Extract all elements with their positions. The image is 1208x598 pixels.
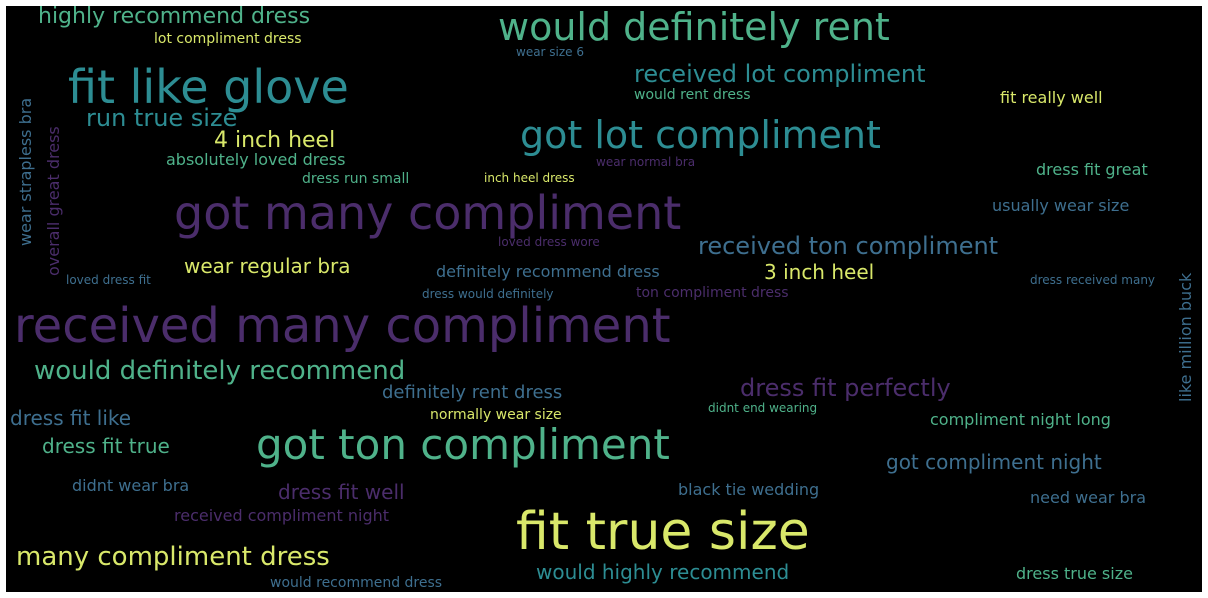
- word-cloud-term: lot compliment dress: [154, 31, 302, 47]
- word-cloud-term: dress fit like: [10, 406, 132, 430]
- word-cloud-term: dress fit perfectly: [740, 374, 951, 402]
- word-cloud-term: usually wear size: [992, 196, 1130, 215]
- word-cloud-term: dress received many: [1030, 273, 1156, 287]
- word-cloud-term: would definitely rent: [498, 6, 890, 49]
- word-cloud-term: loved dress wore: [498, 235, 600, 249]
- word-cloud-term: got compliment night: [886, 450, 1102, 474]
- word-cloud-term: would rent dress: [634, 87, 751, 103]
- word-cloud-term: black tie wedding: [678, 480, 820, 499]
- word-cloud-term: ton compliment dress: [636, 285, 789, 301]
- word-cloud-term: fit true size: [516, 502, 810, 562]
- word-cloud-term: run true size: [86, 104, 238, 132]
- word-cloud-term: would recommend dress: [270, 575, 443, 591]
- word-cloud-term: wear strapless bra: [16, 97, 35, 246]
- word-cloud-term: received compliment night: [174, 506, 390, 525]
- word-cloud-term: didnt end wearing: [708, 401, 818, 415]
- word-cloud-term: got lot compliment: [520, 113, 881, 157]
- word-cloud-term: 3 inch heel: [764, 260, 875, 284]
- word-cloud-term: got many compliment: [174, 186, 682, 240]
- word-cloud-term: dress true size: [1016, 564, 1133, 583]
- word-cloud-term: loved dress fit: [66, 273, 151, 287]
- word-cloud-term: definitely rent dress: [382, 382, 563, 403]
- word-cloud-term: received ton compliment: [698, 232, 999, 260]
- word-cloud-term: need wear bra: [1030, 488, 1147, 507]
- word-cloud-term: many compliment dress: [16, 542, 330, 572]
- word-cloud-term: overall great dress: [44, 126, 63, 276]
- word-cloud-term: 4 inch heel: [214, 128, 336, 153]
- word-cloud: received many compliment got many compli…: [6, 6, 1202, 592]
- word-cloud-term: like million buck: [1176, 272, 1195, 402]
- word-cloud-term: dress run small: [302, 171, 410, 187]
- word-cloud-term: absolutely loved dress: [166, 150, 346, 169]
- word-cloud-term: fit really well: [1000, 88, 1103, 107]
- word-cloud-term: definitely recommend dress: [436, 262, 660, 281]
- word-cloud-term: dress fit true: [42, 434, 170, 458]
- word-cloud-term: wear regular bra: [184, 254, 351, 278]
- word-cloud-term: received lot compliment: [634, 60, 926, 88]
- word-cloud-term: compliment night long: [930, 410, 1111, 429]
- word-cloud-term: wear normal bra: [596, 155, 696, 169]
- word-cloud-term: received many compliment: [14, 298, 671, 354]
- word-cloud-term: highly recommend dress: [38, 6, 311, 29]
- word-cloud-term: dress fit great: [1036, 160, 1148, 179]
- word-cloud-term: would highly recommend: [536, 560, 790, 584]
- word-cloud-term: dress fit well: [278, 480, 405, 504]
- word-cloud-term: fit like glove: [68, 60, 349, 114]
- word-cloud-term: dress would definitely: [422, 287, 554, 301]
- word-cloud-term: didnt wear bra: [72, 476, 190, 495]
- word-cloud-term: inch heel dress: [484, 171, 575, 185]
- word-cloud-term: normally wear size: [430, 407, 562, 423]
- word-cloud-term: wear size 6: [516, 45, 585, 59]
- word-cloud-term: would definitely recommend: [34, 356, 406, 386]
- word-cloud-term: got ton compliment: [256, 420, 670, 469]
